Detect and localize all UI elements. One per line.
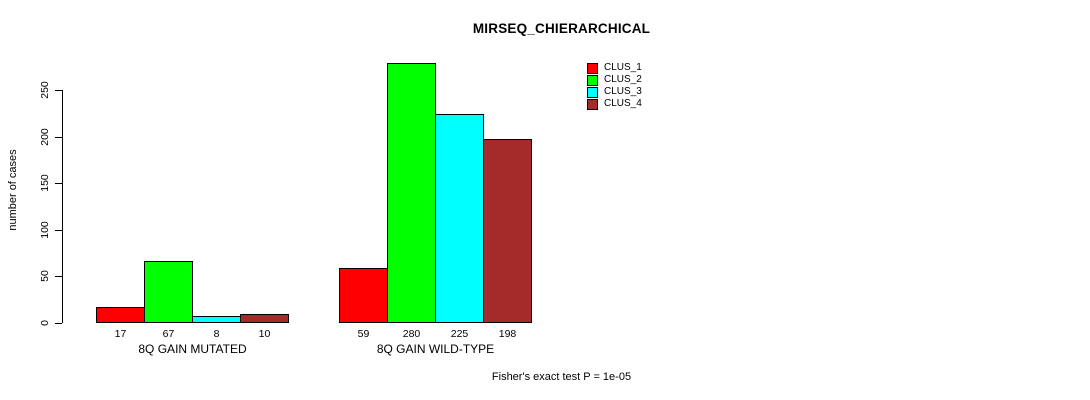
legend-swatch — [587, 62, 598, 74]
y-tick-label: 150 — [39, 174, 51, 192]
legend-swatch — [587, 98, 598, 110]
y-tick-label: 100 — [39, 221, 51, 239]
legend-item: CLUS_2 — [587, 74, 642, 86]
bar — [483, 139, 532, 323]
bar-value-label: 8 — [213, 328, 220, 340]
annotation-text: Fisher's exact test P = 1e-05 — [491, 371, 632, 383]
x-category-label: 8Q GAIN WILD-TYPE — [376, 342, 495, 356]
legend-swatch — [587, 74, 598, 86]
y-tick — [55, 323, 62, 324]
x-category-label: 8Q GAIN MUTATED — [138, 342, 247, 356]
bar — [435, 114, 484, 323]
bar-value-label: 17 — [114, 328, 127, 340]
bar-value-label: 280 — [402, 328, 421, 340]
y-tick — [55, 137, 62, 138]
bar-value-label: 225 — [450, 328, 469, 340]
y-axis-line — [62, 90, 63, 323]
bar — [387, 63, 436, 323]
bar — [96, 307, 145, 323]
legend-label: CLUS_3 — [604, 86, 642, 97]
y-tick — [55, 183, 62, 184]
y-axis-label: number of cases — [7, 149, 19, 231]
bar-value-label: 10 — [258, 328, 271, 340]
bar-value-label: 59 — [357, 328, 370, 340]
legend-item: CLUS_1 — [587, 62, 642, 74]
y-tick-label: 200 — [39, 128, 51, 146]
bar — [192, 316, 241, 323]
bar — [240, 314, 289, 323]
legend-label: CLUS_1 — [604, 62, 642, 73]
bar-value-label: 198 — [498, 328, 517, 340]
y-tick-label: 250 — [39, 81, 51, 99]
legend-label: CLUS_2 — [604, 74, 642, 85]
y-tick — [55, 90, 62, 91]
y-tick — [55, 276, 62, 277]
legend-item: CLUS_3 — [587, 86, 642, 98]
legend-item: CLUS_4 — [587, 98, 642, 110]
y-tick — [55, 230, 62, 231]
legend-swatch — [587, 86, 598, 98]
chart-title: MIRSEQ_CHIERARCHICAL — [472, 21, 651, 36]
y-tick-label: 50 — [39, 270, 51, 282]
legend: CLUS_1 CLUS_2 CLUS_3 CLUS_4 — [587, 62, 642, 110]
bar — [339, 268, 388, 323]
y-tick-label: 0 — [39, 320, 51, 326]
legend-label: CLUS_4 — [604, 98, 642, 109]
bar — [144, 261, 193, 323]
bar-value-label: 67 — [162, 328, 175, 340]
